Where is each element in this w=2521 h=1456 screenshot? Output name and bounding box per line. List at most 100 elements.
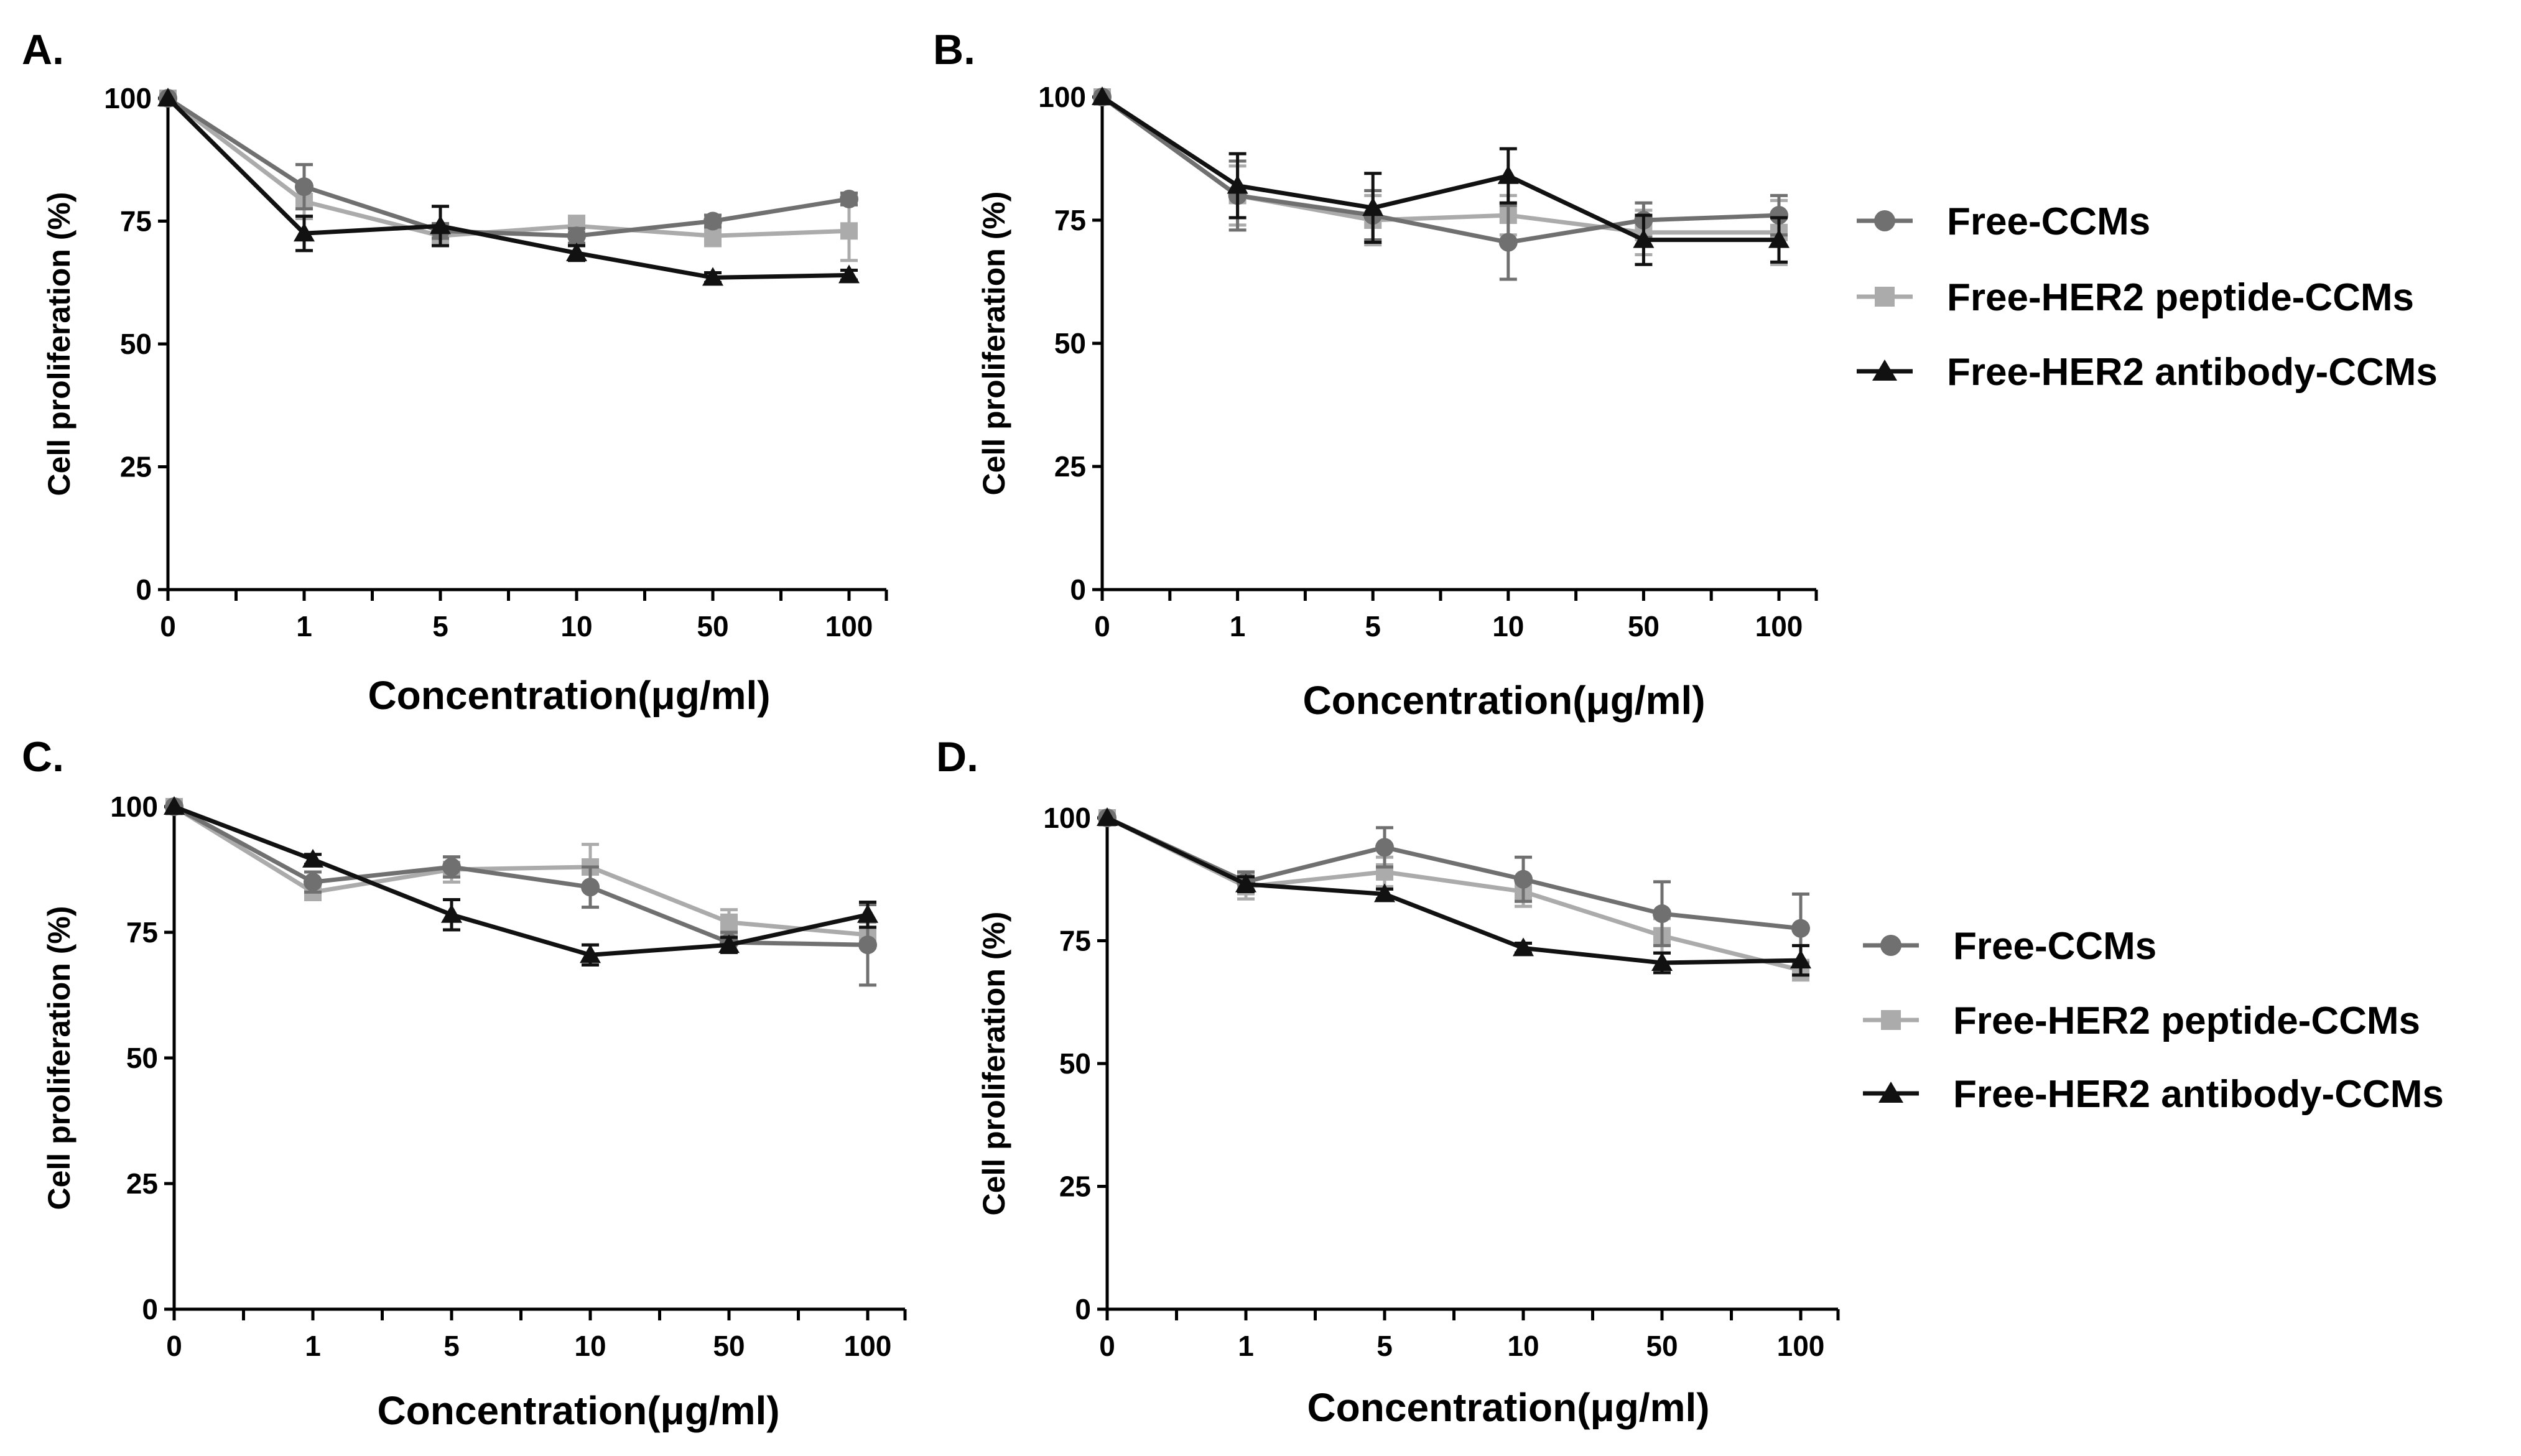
- panel-b: B. 0 25 50 75 100 0 1 5 10 50 100 Concentration(μg/…: [933, 26, 1818, 723]
- panel-a-y-tick-label-75: 75: [120, 205, 152, 238]
- panel-a-x-tick-label-1: 1: [296, 610, 312, 642]
- panel-d-x-axis-title: Concentration(μg/ml): [1307, 1385, 1709, 1430]
- panel-a-point-free-ccms-3: [567, 226, 586, 246]
- panel-d-line-free-her2-peptide-ccms: [1106, 815, 1801, 973]
- panel-b-line-free-her2-antibody-ccms: [1101, 95, 1779, 243]
- panel-b-line-free-ccms: [1100, 95, 1780, 245]
- panel-a-point-free-her2-antibody-ccms-3: [566, 242, 587, 261]
- panel-c-label: C.: [22, 733, 64, 781]
- panel-a-point-free-ccms-5: [840, 189, 858, 208]
- panel-b-x-tick-label-10: 10: [1492, 610, 1524, 642]
- panel-b-x-tick-label-1: 1: [1230, 610, 1246, 642]
- legend-top-triangle-marker: [1872, 359, 1897, 381]
- panel-a-point-free-her2-antibody-ccms-5: [838, 264, 860, 284]
- legend-top-label-free-ccms: Free-CCMs: [1947, 200, 2150, 243]
- panel-b-series-free-ccms: [1093, 88, 1788, 281]
- panel-d-point-free-her2-antibody-ccms-4: [1651, 952, 1673, 971]
- panel-a-x-axis-title: Concentration(μg/ml): [368, 673, 770, 718]
- panel-d-point-free-ccms-4: [1653, 904, 1671, 924]
- legend-top-label-peptide: Free-HER2 peptide-CCMs: [1947, 276, 2414, 319]
- panel-a-point-free-ccms-1: [295, 177, 313, 197]
- panel-a-line-free-ccms: [167, 96, 850, 238]
- panel-c-y-tick-label-0: 0: [142, 1293, 158, 1325]
- panel-d-series-free-her2-peptide-ccms: [1098, 809, 1809, 982]
- panel-c-x-tick-label-0: 0: [166, 1330, 182, 1362]
- panel-b-y-tick-label-75: 75: [1054, 204, 1086, 236]
- panel-c-x-tick-label-5: 5: [443, 1330, 460, 1362]
- panel-d-plot: 0 25 50 75 100 0 1 5 10 50 100 Concentration(μg/ml)…: [977, 802, 1840, 1430]
- panel-c-y-tick-label-25: 25: [126, 1167, 158, 1200]
- panel-c-point-free-her2-antibody-ccms-3: [580, 944, 601, 963]
- panel-b-point-free-her2-antibody-ccms-3: [1497, 165, 1519, 184]
- legend-bottom-item-antibody: Free-HER2 antibody-CCMs: [1863, 1073, 2444, 1116]
- panel-c-plot: 0 25 50 75 100 0 1 5 10 50 100 Concentration(μg/ml)…: [42, 791, 907, 1433]
- panel-a-point-free-her2-antibody-ccms-1: [294, 223, 315, 242]
- panel-b-label: B.: [933, 26, 975, 73]
- panel-c-y-tick-label-75: 75: [126, 916, 158, 948]
- panel-b-y-tick-label-0: 0: [1070, 573, 1086, 606]
- panel-a-point-free-her2-antibody-ccms-4: [702, 267, 723, 286]
- panel-b-x-tick-label-5: 5: [1365, 610, 1381, 642]
- panel-c-x-tick-label-10: 10: [574, 1330, 606, 1362]
- panel-c-point-free-ccms-3: [581, 878, 600, 897]
- panel-a: A. 0 25 50 75 100 0 1 5 10 50 100 Concentration(μg/…: [22, 26, 888, 718]
- panel-b-series-free-her2-antibody-ccms: [1092, 86, 1790, 266]
- panel-d-y-tick-label-25: 25: [1059, 1171, 1091, 1203]
- panel-a-y-tick-label-50: 50: [120, 328, 152, 360]
- panel-c-line-free-her2-peptide-ccms: [173, 805, 868, 937]
- legend-bottom-item-peptide: Free-HER2 peptide-CCMs: [1863, 999, 2420, 1042]
- panel-b-point-free-her2-antibody-ccms-2: [1362, 197, 1384, 216]
- panel-d-x-tick-label-5: 5: [1377, 1330, 1393, 1362]
- panel-d-point-free-ccms-5: [1791, 919, 1810, 938]
- panel-a-x-tick-label-50: 50: [697, 610, 728, 642]
- panel-c-point-free-her2-antibody-ccms-0: [164, 796, 185, 815]
- panel-a-point-free-her2-peptide-ccms-5: [840, 222, 858, 240]
- panel-b-y-tick-label-50: 50: [1054, 327, 1086, 359]
- legend-bottom-label-peptide: Free-HER2 peptide-CCMs: [1953, 999, 2420, 1042]
- panel-c-point-free-her2-antibody-ccms-1: [302, 848, 323, 868]
- panel-c-point-free-ccms-1: [304, 873, 322, 892]
- panel-c-x-tick-label-50: 50: [713, 1330, 745, 1362]
- panel-d-point-free-her2-antibody-ccms-0: [1097, 807, 1118, 826]
- panel-a-series-free-ccms: [159, 89, 858, 246]
- panel-a-point-free-her2-antibody-ccms-0: [157, 88, 179, 106]
- panel-c-x-tick-label-100: 100: [844, 1330, 892, 1362]
- panel-d-x-tick-label-100: 100: [1777, 1330, 1825, 1362]
- legend-bottom-label-antibody: Free-HER2 antibody-CCMs: [1953, 1073, 2444, 1116]
- panel-d-point-free-her2-antibody-ccms-3: [1513, 937, 1534, 957]
- panel-c-x-axis-title: Concentration(μg/ml): [377, 1388, 779, 1433]
- legend-top: Free-CCMs Free-HER2 peptide-CCMs Free-HE…: [1857, 200, 2438, 394]
- legend-top-square-marker: [1875, 287, 1895, 307]
- panel-c-y-tick-label-100: 100: [110, 791, 158, 823]
- panel-a-y-tick-label-100: 100: [104, 82, 152, 114]
- panel-b-plot: 0 25 50 75 100 0 1 5 10 50 100 Concentration(μg/ml)…: [977, 81, 1818, 723]
- panel-d-label: D.: [936, 733, 978, 781]
- panel-d-line-free-her2-antibody-ccms: [1106, 815, 1801, 965]
- panel-d-x-tick-label-50: 50: [1646, 1330, 1678, 1362]
- panel-b-x-tick-label-100: 100: [1755, 610, 1803, 642]
- panel-b-x-axis-title: Concentration(μg/ml): [1302, 678, 1705, 723]
- panel-c-point-free-ccms-2: [442, 857, 461, 876]
- panel-d-point-free-her2-antibody-ccms-2: [1374, 883, 1395, 902]
- panel-d-y-tick-label-0: 0: [1075, 1293, 1091, 1325]
- legend-top-item-peptide: Free-HER2 peptide-CCMs: [1857, 276, 2414, 319]
- panel-b-y-axis-title: Cell proliferation (%): [977, 192, 1011, 496]
- panel-d-series-free-her2-antibody-ccms: [1097, 807, 1811, 977]
- panel-a-x-tick-label-10: 10: [560, 610, 592, 642]
- legend-top-circle-marker: [1874, 210, 1895, 231]
- panel-d-y-tick-label-50: 50: [1059, 1047, 1091, 1080]
- panel-b-point-free-ccms-3: [1498, 233, 1518, 252]
- panel-b-point-free-her2-antibody-ccms-4: [1633, 229, 1655, 248]
- panel-a-point-free-her2-antibody-ccms-2: [430, 215, 451, 234]
- legend-bottom-label-free-ccms: Free-CCMs: [1953, 925, 2157, 968]
- panel-a-x-tick-label-100: 100: [825, 610, 873, 642]
- panel-c-y-tick-label-50: 50: [126, 1042, 158, 1074]
- panel-b-x-tick-label-50: 50: [1628, 610, 1660, 642]
- panel-c-point-free-her2-antibody-ccms-4: [718, 934, 740, 953]
- panel-d-point-free-ccms-2: [1375, 838, 1394, 857]
- panel-d-point-free-ccms-3: [1514, 869, 1533, 889]
- panel-b-point-free-her2-antibody-ccms-1: [1227, 175, 1248, 194]
- panel-b-x-tick-label-0: 0: [1094, 610, 1110, 642]
- panel-c-series-free-her2-antibody-ccms: [164, 796, 878, 967]
